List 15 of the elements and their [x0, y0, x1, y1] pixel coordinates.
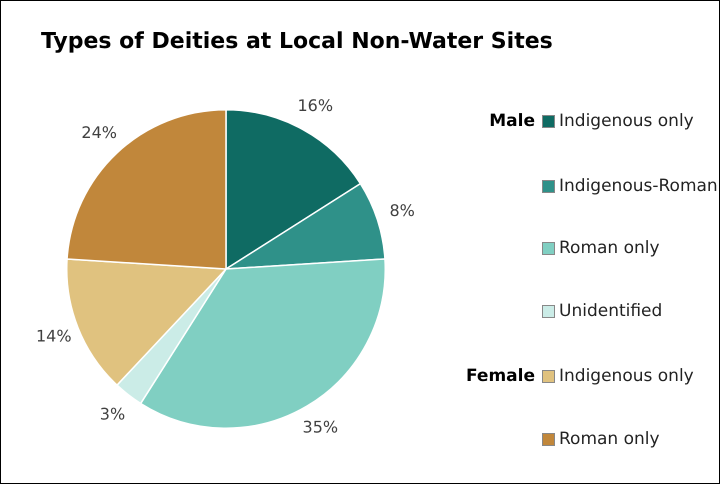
- chart-title: Types of Deities at Local Non-Water Sites: [41, 29, 553, 54]
- data-label: 3%: [100, 404, 126, 424]
- data-label: 16%: [297, 96, 334, 115]
- text: Male: [489, 110, 535, 133]
- data-label: 8%: [389, 200, 415, 220]
- legend-label: Roman only: [559, 238, 660, 258]
- data-label: 35%: [302, 418, 338, 437]
- legend-label: Indigenous only: [559, 366, 694, 386]
- text: Female: [466, 365, 535, 388]
- data-label: 24%: [81, 123, 117, 142]
- legend-label: Indigenous-Roman: [559, 176, 718, 196]
- legend-label: Indigenous only: [559, 111, 694, 131]
- legend-label: Unidentified: [559, 301, 662, 321]
- data-label: 14%: [36, 326, 72, 346]
- legend-label: Roman only: [559, 429, 660, 449]
